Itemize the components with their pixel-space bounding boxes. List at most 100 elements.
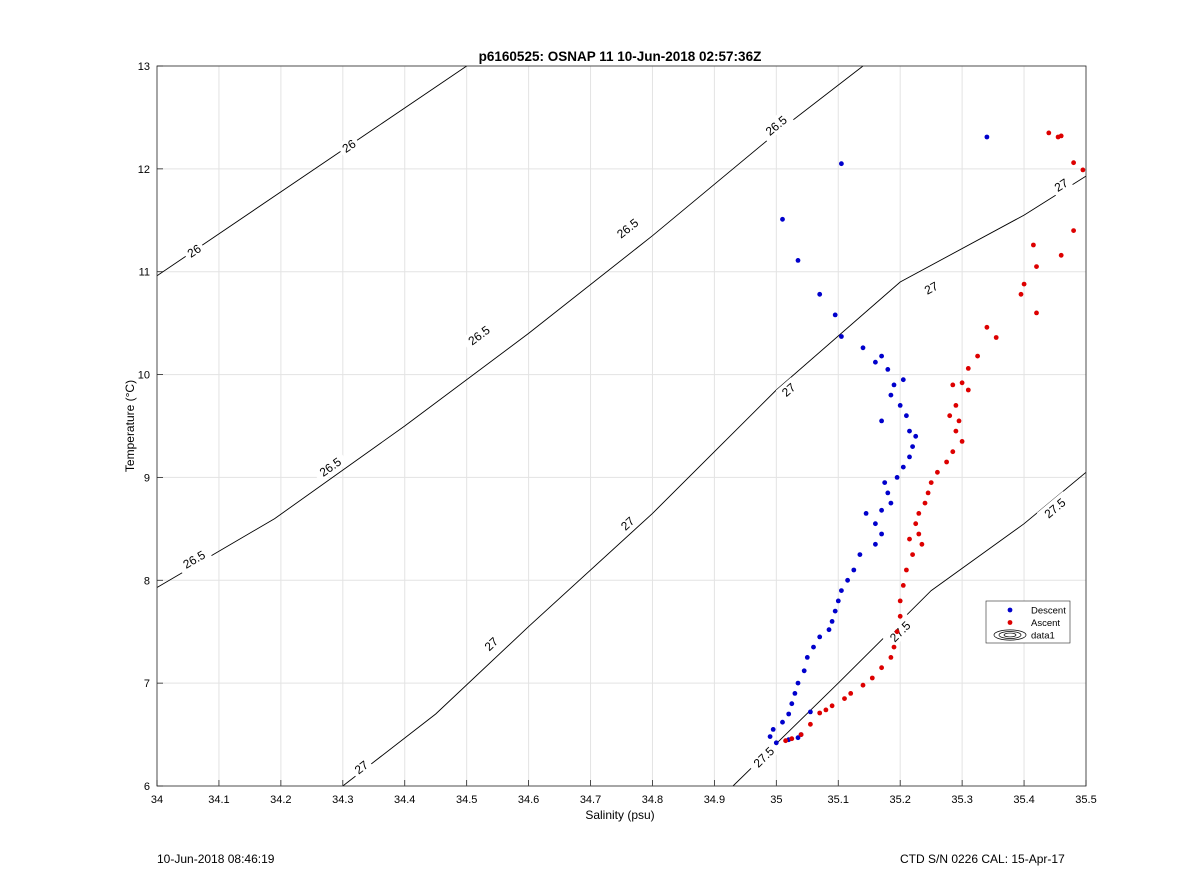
ascent-point bbox=[897, 613, 903, 619]
contour-label-group: 27 bbox=[614, 511, 640, 536]
ascent-point bbox=[808, 721, 813, 727]
series-ascent bbox=[783, 130, 1086, 744]
contour-label-background bbox=[614, 511, 640, 536]
legend-contour-marker bbox=[1003, 632, 1017, 638]
contour-label-background bbox=[758, 108, 794, 142]
contour-label-background bbox=[336, 133, 362, 158]
ascent-point bbox=[947, 413, 953, 419]
ascent-point bbox=[900, 583, 906, 588]
ascent-point bbox=[1080, 167, 1086, 173]
descent-point bbox=[817, 634, 823, 640]
ascent-point bbox=[910, 552, 915, 557]
descent-point bbox=[839, 161, 844, 167]
x-tick-label: 34.6 bbox=[518, 794, 539, 806]
y-axis-label: Temperature (°C) bbox=[123, 380, 137, 472]
contour-label-group: 27 bbox=[348, 755, 374, 780]
contour-label-group: 26 bbox=[336, 133, 362, 158]
footer-timestamp: 10-Jun-2018 08:46:19 bbox=[157, 852, 275, 866]
x-tick-label: 34.9 bbox=[704, 794, 725, 806]
descent-point bbox=[773, 740, 779, 746]
descent-point bbox=[839, 334, 844, 339]
ascent-point bbox=[1055, 134, 1061, 140]
descent-point bbox=[879, 353, 884, 359]
descent-point bbox=[882, 480, 888, 485]
contour-label-group: 27 bbox=[775, 377, 801, 402]
descent-point bbox=[795, 258, 801, 263]
contour-label-group: 27 bbox=[1048, 173, 1074, 197]
descent-point bbox=[801, 668, 807, 674]
contour-label-background bbox=[311, 450, 349, 483]
legend-label: Ascent bbox=[1031, 618, 1060, 629]
ascent-point bbox=[1071, 228, 1076, 234]
y-tick-label: 6 bbox=[144, 781, 150, 793]
ascent-point bbox=[848, 691, 854, 696]
ascent-point bbox=[919, 541, 925, 547]
ascent-point bbox=[894, 629, 900, 635]
ascent-point bbox=[975, 353, 980, 359]
contour-label-background bbox=[775, 377, 801, 402]
legend-contour-marker bbox=[998, 631, 1022, 639]
descent-point bbox=[888, 392, 894, 398]
descent-point bbox=[845, 577, 850, 583]
descent-point bbox=[885, 367, 891, 372]
contour-label-background bbox=[460, 318, 497, 352]
contour-label-group: 27.5 bbox=[1036, 491, 1073, 525]
descent-point bbox=[879, 507, 884, 513]
ascent-point bbox=[1018, 291, 1024, 297]
y-tick-label: 8 bbox=[144, 575, 150, 587]
ascent-point bbox=[984, 324, 990, 330]
descent-point bbox=[910, 444, 915, 449]
ascent-point bbox=[959, 380, 965, 386]
ascent-point bbox=[916, 511, 922, 516]
descent-point bbox=[786, 711, 792, 717]
contour-label-background bbox=[1048, 173, 1074, 197]
ascent-point bbox=[959, 439, 965, 444]
descent-point bbox=[873, 521, 878, 527]
descent-point bbox=[907, 428, 912, 434]
legend-box bbox=[985, 600, 1071, 644]
ascent-point bbox=[922, 500, 928, 506]
x-tick-label: 35.3 bbox=[951, 794, 972, 806]
descent-point bbox=[832, 312, 838, 318]
descent-point bbox=[879, 418, 884, 424]
legend-label: Descent bbox=[1031, 606, 1066, 617]
ascent-point bbox=[789, 736, 795, 742]
descent-point bbox=[792, 691, 798, 696]
descent-point bbox=[900, 464, 906, 470]
footer-ctd-info: CTD S/N 0226 CAL: 15-Apr-17 bbox=[900, 852, 1065, 866]
ascent-point bbox=[897, 598, 903, 604]
descent-point bbox=[863, 511, 869, 516]
ascent-point bbox=[907, 536, 912, 542]
descent-point bbox=[891, 382, 897, 388]
series-descent bbox=[767, 134, 990, 746]
descent-point bbox=[780, 216, 785, 222]
y-tick-label: 7 bbox=[144, 678, 150, 690]
contour-label-background bbox=[181, 238, 207, 263]
descent-point bbox=[857, 552, 863, 557]
x-tick-label: 34.5 bbox=[456, 794, 477, 806]
x-tick-label: 35.2 bbox=[889, 794, 910, 806]
contour-line-27 bbox=[342, 175, 1086, 786]
ascent-point bbox=[1071, 160, 1076, 166]
ascent-point bbox=[1031, 242, 1036, 248]
ascent-point bbox=[993, 335, 999, 340]
x-tick-labels: 34 34.1 34.2 34.3 34.4 34.5 34.6 34.7 34.8 34.9 35… bbox=[151, 794, 1097, 806]
ascent-point bbox=[1034, 310, 1039, 316]
descent-point bbox=[900, 377, 906, 383]
y-tick-labels: 6 7 8 9 10 11 12 13 bbox=[138, 61, 150, 793]
contour-label-background bbox=[348, 755, 374, 780]
descent-point bbox=[851, 567, 857, 573]
legend-marker bbox=[1007, 620, 1013, 625]
ascent-point bbox=[869, 675, 875, 681]
descent-point bbox=[817, 291, 823, 297]
ascent-point bbox=[965, 387, 971, 393]
contour-label-background bbox=[175, 544, 213, 575]
x-tick-label: 34.1 bbox=[208, 794, 229, 806]
ascent-point bbox=[842, 696, 847, 701]
descent-point bbox=[826, 627, 832, 633]
x-tick-label: 35.5 bbox=[1075, 794, 1096, 806]
ascent-point bbox=[888, 655, 894, 660]
ascent-point bbox=[817, 710, 823, 716]
